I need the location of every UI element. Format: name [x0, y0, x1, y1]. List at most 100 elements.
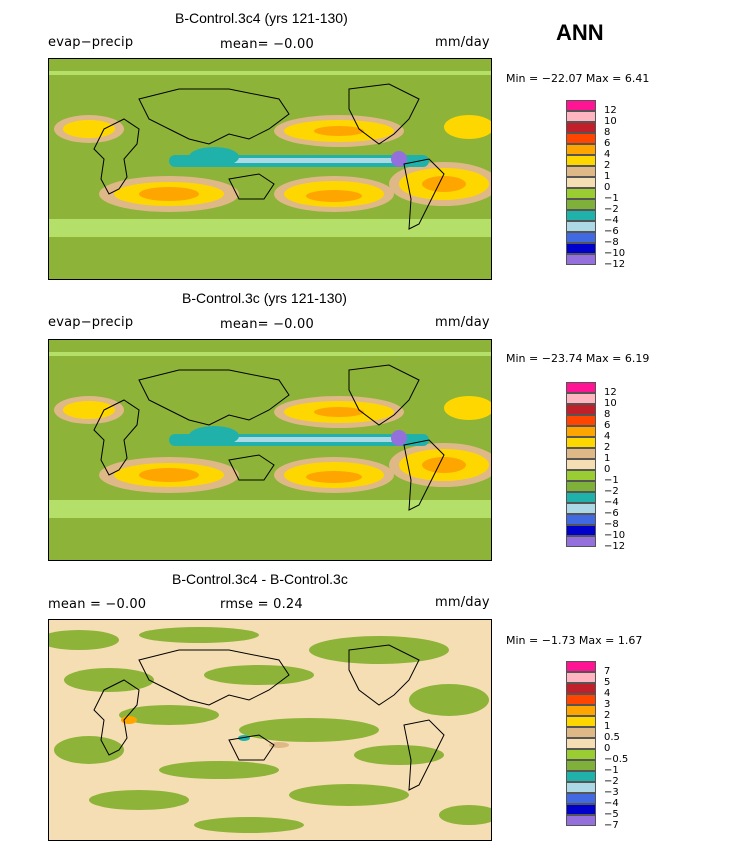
- legend-label: 2: [604, 710, 611, 721]
- sp-orange: [306, 471, 362, 483]
- legend-label: −3: [604, 787, 619, 798]
- legend-swatch: [566, 470, 596, 481]
- legend-label: −12: [604, 541, 626, 552]
- itcz-core: [199, 158, 399, 163]
- legend-swatch: [566, 694, 596, 705]
- sepac-orange: [422, 457, 466, 473]
- australia-outline: [228, 734, 275, 761]
- season-label: ANN: [556, 20, 604, 45]
- legend-label: 1: [604, 453, 611, 464]
- legend-label: −5: [604, 809, 619, 820]
- southern-band: [49, 500, 491, 518]
- legend-label: 1: [604, 171, 611, 182]
- field-pattern: [49, 352, 491, 518]
- legend-swatch: [566, 221, 596, 232]
- africa-outline: [93, 679, 140, 756]
- legend-label: −2: [604, 204, 619, 215]
- legend-label: 4: [604, 431, 611, 442]
- south-america-outline: [403, 719, 445, 791]
- legend-swatch: [566, 716, 596, 727]
- legend-label: 1: [604, 721, 611, 732]
- north-america-outline: [348, 644, 420, 706]
- legend-swatch: [566, 661, 596, 672]
- field-pattern: [49, 627, 491, 833]
- legend-label: −10: [604, 530, 626, 541]
- diff-patch: [54, 736, 124, 764]
- north-america-outline: [348, 364, 420, 426]
- legend-swatch: [566, 144, 596, 155]
- south-america-outline: [403, 439, 445, 511]
- panel-2-mean: mean= −0.00: [220, 317, 314, 332]
- legend-label: 0: [604, 182, 611, 193]
- legend-label: −2: [604, 776, 619, 787]
- legend-label: −0.5: [604, 754, 629, 765]
- coastlines: [93, 644, 445, 791]
- eurasia-outline: [138, 649, 290, 706]
- legend-swatch: [566, 404, 596, 415]
- legend-label: −7: [604, 820, 619, 831]
- legend-swatch: [566, 166, 596, 177]
- arctic-band: [49, 352, 491, 356]
- legend-label: 4: [604, 149, 611, 160]
- legend-label: 4: [604, 688, 611, 699]
- legend-swatch: [566, 111, 596, 122]
- legend-swatch: [566, 100, 596, 111]
- legend-swatch: [566, 122, 596, 133]
- legend-swatch: [566, 804, 596, 815]
- diff-patch: [354, 745, 444, 765]
- natl-east-yellow: [444, 115, 491, 139]
- natl-yellow: [63, 401, 115, 419]
- diff-accents: [121, 716, 289, 748]
- panel-3-stats: Min = −1.73 Max = 1.67: [506, 634, 643, 647]
- legend-swatch: [566, 492, 596, 503]
- legend-swatch: [566, 199, 596, 210]
- panel-2-stats: Min = −23.74 Max = 6.19: [506, 352, 650, 365]
- diff-positive-small: [269, 742, 289, 748]
- legend-label: 12: [604, 105, 617, 116]
- warm-pool: [189, 426, 239, 446]
- legend-swatch: [566, 760, 596, 771]
- diff-patch: [49, 630, 119, 650]
- legend-swatch: [566, 815, 596, 826]
- diff-patch: [194, 817, 304, 833]
- legend-swatch: [566, 188, 596, 199]
- warm-pool: [189, 147, 239, 167]
- legend-label: −8: [604, 519, 619, 530]
- panel-3-title: B-Control.3c4 - B-Control.3c: [172, 571, 348, 587]
- diff-patch: [119, 705, 219, 725]
- legend-swatch: [566, 393, 596, 404]
- legend-label: −4: [604, 798, 619, 809]
- legend-label: −12: [604, 259, 626, 270]
- diff-patch: [409, 684, 489, 716]
- panel-2-legend: 12 10 8 6 4 2 1 0 −1 −2 −4 −6 −8 −10 −12: [566, 382, 625, 558]
- legend-swatch: [566, 683, 596, 694]
- panel-3-rmse: rmse = 0.24: [220, 597, 303, 612]
- legend-swatch: [566, 793, 596, 804]
- natl-east-yellow: [444, 396, 491, 420]
- legend-swatch: [566, 738, 596, 749]
- panel-3-map-svg: [49, 620, 491, 840]
- subtropic-orange: [139, 468, 199, 482]
- legend-swatch: [566, 503, 596, 514]
- africa-outline: [93, 399, 140, 476]
- field-pattern: [49, 71, 491, 237]
- diff-positive: [121, 716, 137, 724]
- legend-swatch: [566, 672, 596, 683]
- eurasia-outline: [138, 369, 290, 426]
- np-orange: [314, 407, 364, 417]
- legend-swatch: [566, 426, 596, 437]
- eurasia-outline: [138, 88, 290, 145]
- legend-swatch: [566, 525, 596, 536]
- panel-3-mean: mean = −0.00: [48, 597, 147, 612]
- itcz-core: [199, 437, 399, 442]
- panel-2-units: mm/day: [435, 315, 490, 330]
- sepac-orange: [422, 176, 466, 192]
- legend-swatch: [566, 437, 596, 448]
- panel-2-variable: evap−precip: [48, 315, 134, 330]
- legend-swatch: [566, 177, 596, 188]
- legend-swatch: [566, 243, 596, 254]
- legend-label: 6: [604, 138, 611, 149]
- australia-outline: [228, 454, 275, 481]
- legend-label: −6: [604, 508, 619, 519]
- legend-label: −6: [604, 226, 619, 237]
